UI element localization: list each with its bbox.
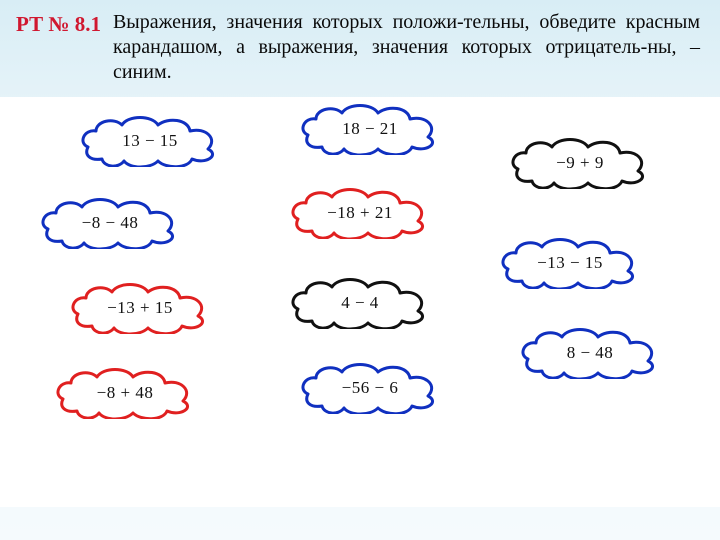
expression-text: −9 + 9	[510, 137, 650, 189]
cloud-expression: −13 − 15	[500, 237, 640, 289]
expression-text: 13 − 15	[80, 115, 220, 167]
expression-text: −56 − 6	[300, 362, 440, 414]
cloud-expression: −8 + 48	[55, 367, 195, 419]
cloud-expression: 18 − 21	[300, 103, 440, 155]
exercise-label: РТ № 8.1	[16, 10, 101, 85]
cloud-expression: −18 + 21	[290, 187, 430, 239]
expression-text: 8 − 48	[520, 327, 660, 379]
instruction-text: Выражения, значения которых положи-тельн…	[113, 10, 700, 85]
expression-text: 4 − 4	[290, 277, 430, 329]
cloud-expression: −56 − 6	[300, 362, 440, 414]
expression-text: 18 − 21	[300, 103, 440, 155]
header: РТ № 8.1 Выражения, значения которых пол…	[0, 0, 720, 91]
expressions-canvas: 13 − 15 18 − 21 −9 + 9 −8 − 48 −18 + 21 …	[0, 97, 720, 507]
expression-text: −8 − 48	[40, 197, 180, 249]
expression-text: −18 + 21	[290, 187, 430, 239]
expression-text: −13 + 15	[70, 282, 210, 334]
cloud-expression: −9 + 9	[510, 137, 650, 189]
cloud-expression: 13 − 15	[80, 115, 220, 167]
cloud-expression: 8 − 48	[520, 327, 660, 379]
cloud-expression: 4 − 4	[290, 277, 430, 329]
expression-text: −13 − 15	[500, 237, 640, 289]
cloud-expression: −8 − 48	[40, 197, 180, 249]
cloud-expression: −13 + 15	[70, 282, 210, 334]
expression-text: −8 + 48	[55, 367, 195, 419]
